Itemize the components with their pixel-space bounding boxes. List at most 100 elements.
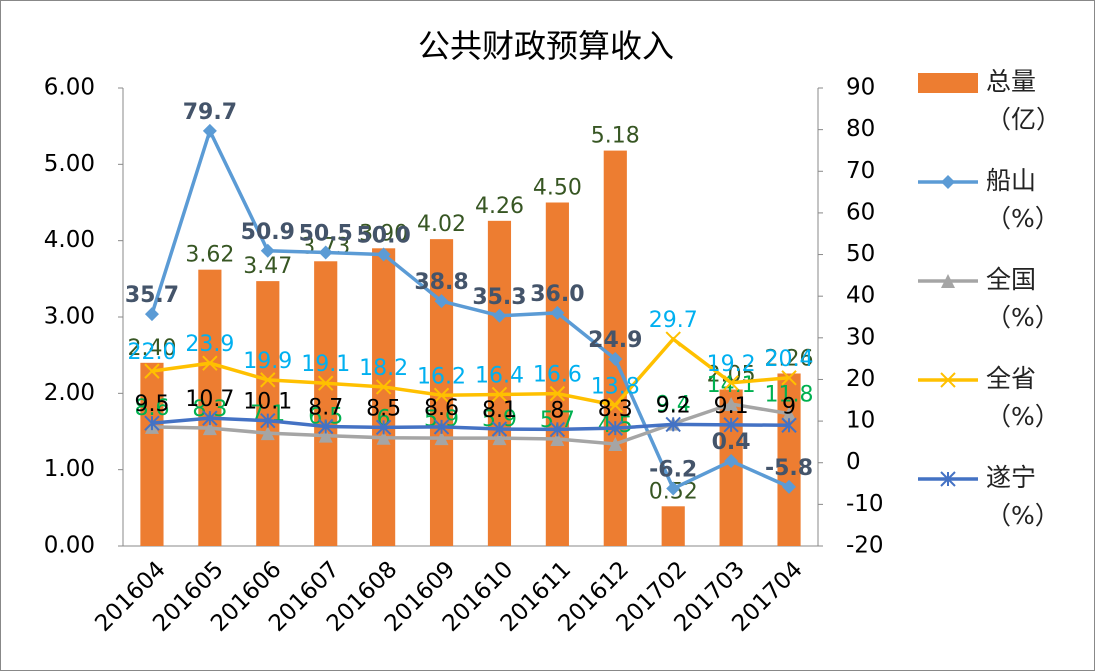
marker bbox=[941, 274, 955, 288]
bar bbox=[314, 261, 338, 546]
line-label: 8.1 bbox=[482, 398, 517, 423]
line-label: 10.7 bbox=[185, 387, 234, 412]
line-label: 24.9 bbox=[588, 328, 642, 353]
line-label: 9.1 bbox=[714, 394, 749, 419]
marker bbox=[608, 436, 623, 451]
bar-label: 3.62 bbox=[185, 243, 234, 268]
bar bbox=[777, 373, 801, 546]
y2-tick-label: 60 bbox=[846, 199, 875, 225]
bar-label: 2.26 bbox=[765, 346, 814, 371]
line-label: 16.6 bbox=[533, 363, 582, 388]
marker bbox=[941, 175, 955, 189]
marker bbox=[492, 308, 507, 323]
line bbox=[151, 336, 790, 408]
line-label: 29.7 bbox=[649, 308, 698, 333]
line-label: 36.0 bbox=[530, 282, 584, 307]
marker bbox=[724, 397, 739, 412]
line-label: 79.7 bbox=[183, 100, 237, 125]
line-label: -5.8 bbox=[765, 456, 813, 481]
marker bbox=[260, 372, 276, 388]
marker bbox=[781, 370, 797, 386]
line-label: 8.6 bbox=[424, 396, 459, 421]
bar bbox=[256, 281, 280, 546]
marker bbox=[665, 331, 681, 347]
marker bbox=[375, 379, 392, 395]
line-label: 35.3 bbox=[472, 285, 526, 310]
marker bbox=[202, 123, 217, 138]
bar-label: 4.50 bbox=[533, 176, 582, 201]
marker bbox=[202, 355, 218, 371]
y2-tick-label: 80 bbox=[846, 116, 875, 142]
line-label: 6 bbox=[377, 407, 391, 432]
line-label: 9 bbox=[782, 394, 796, 419]
marker bbox=[940, 372, 956, 388]
marker bbox=[492, 431, 507, 446]
marker bbox=[607, 397, 623, 413]
y2-tick-label: -20 bbox=[846, 533, 884, 559]
marker bbox=[434, 431, 449, 446]
marker bbox=[549, 385, 566, 402]
marker bbox=[260, 412, 276, 429]
y2-tick-label: 70 bbox=[846, 158, 875, 184]
marker bbox=[665, 416, 681, 433]
marker bbox=[550, 305, 565, 320]
marker bbox=[260, 243, 275, 258]
legend-label: 船山（%） bbox=[986, 166, 1060, 233]
y-tick-label: 2.00 bbox=[44, 380, 95, 406]
marker bbox=[433, 387, 450, 403]
bar bbox=[545, 202, 569, 546]
bar-label: 2.40 bbox=[127, 336, 176, 361]
marker bbox=[433, 419, 450, 435]
line-label: 38.8 bbox=[414, 270, 468, 295]
line-label: 8.5 bbox=[366, 396, 401, 421]
bar bbox=[198, 269, 222, 546]
y2-tick-label: 90 bbox=[846, 75, 875, 101]
y-tick-label: 0.00 bbox=[44, 533, 95, 559]
bar-label: 3.90 bbox=[359, 221, 408, 246]
marker bbox=[549, 421, 566, 438]
marker bbox=[723, 417, 739, 433]
line-label: 11.8 bbox=[765, 383, 814, 408]
line-label: 9.5 bbox=[134, 392, 169, 417]
line-label: 16.4 bbox=[475, 363, 524, 388]
bar-label: 4.02 bbox=[417, 212, 466, 237]
marker bbox=[202, 421, 217, 436]
y2-tick-label: 40 bbox=[846, 283, 875, 309]
y2-tick-label: 30 bbox=[846, 324, 875, 350]
line-label: 8.7 bbox=[308, 396, 343, 421]
line-label: 19.1 bbox=[301, 352, 350, 377]
marker bbox=[723, 375, 739, 391]
line-label: 50.5 bbox=[299, 221, 353, 246]
chart-title: 公共财政预算收入 bbox=[418, 27, 674, 65]
line-label: 22.0 bbox=[127, 340, 176, 365]
line bbox=[151, 416, 790, 432]
marker bbox=[607, 420, 623, 436]
line-label: 0.4 bbox=[712, 430, 751, 455]
marker bbox=[940, 471, 956, 487]
bar bbox=[487, 220, 512, 546]
marker bbox=[782, 479, 797, 494]
y-tick-label: 5.00 bbox=[44, 151, 95, 177]
line-label: -6.2 bbox=[649, 458, 697, 483]
legend-label: 总量（亿） bbox=[986, 67, 1062, 134]
marker bbox=[491, 421, 508, 437]
marker bbox=[666, 481, 681, 496]
line bbox=[151, 402, 790, 446]
bar-label: 5.18 bbox=[591, 124, 640, 149]
line-label: 8 bbox=[550, 398, 564, 423]
marker bbox=[434, 294, 449, 309]
marker bbox=[318, 375, 334, 391]
marker bbox=[376, 247, 391, 262]
line-label: 8.3 bbox=[598, 397, 633, 422]
legend-label: 全国（%） bbox=[986, 265, 1060, 332]
legend-swatch bbox=[918, 73, 978, 93]
line-label: 23.9 bbox=[185, 332, 234, 357]
marker bbox=[375, 419, 392, 436]
marker bbox=[202, 410, 218, 426]
line bbox=[150, 126, 790, 491]
marker bbox=[782, 406, 797, 421]
marker bbox=[491, 386, 508, 403]
line-label: 19.2 bbox=[707, 352, 756, 377]
marker bbox=[781, 417, 797, 433]
